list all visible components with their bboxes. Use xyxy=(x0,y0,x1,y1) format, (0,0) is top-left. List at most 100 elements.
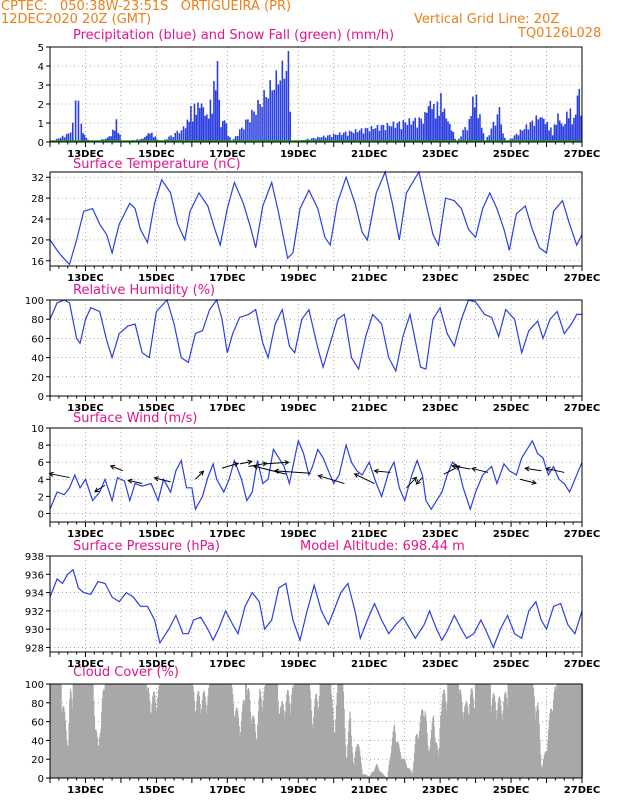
cloud-bar xyxy=(263,691,265,778)
precip-bar xyxy=(69,132,72,142)
cloud-bar xyxy=(431,722,433,778)
precip-bar xyxy=(200,103,203,142)
cloud-bar xyxy=(77,684,79,778)
cloud-bar xyxy=(314,698,316,778)
cloud-bar xyxy=(489,684,491,778)
cloud-bar xyxy=(209,684,211,778)
cloud-bar xyxy=(97,745,99,778)
precip-bar xyxy=(464,127,466,142)
wind-arrow-head xyxy=(455,465,461,471)
precip-bar xyxy=(466,130,469,142)
cloud-bar xyxy=(436,745,438,778)
precip-bar xyxy=(356,132,359,142)
cloud-bar xyxy=(189,684,191,778)
cloud-bar xyxy=(96,737,98,778)
cloud-bar xyxy=(470,689,472,778)
precip-bar xyxy=(424,112,426,142)
cloud-bar xyxy=(141,684,143,778)
precip-bar xyxy=(418,117,421,142)
cloud-bar xyxy=(563,684,565,778)
cloud-bar xyxy=(152,691,154,778)
cloud-bar xyxy=(538,709,540,778)
cloud-bar xyxy=(187,684,189,778)
precip-bar xyxy=(450,130,453,142)
cloud-bar xyxy=(276,684,278,778)
cloud-bar xyxy=(338,684,340,778)
cloud-ytick-label: 60 xyxy=(31,718,44,729)
precip-bar xyxy=(152,137,155,142)
cloud-bar xyxy=(384,776,386,778)
precip-bar xyxy=(447,121,449,142)
cloud-bar xyxy=(364,774,367,778)
cloud-bar xyxy=(365,774,367,778)
cloud-bar xyxy=(572,684,574,778)
precip-bar xyxy=(234,136,237,142)
cloud-bar xyxy=(351,746,353,778)
precip-bar xyxy=(422,123,424,142)
cloud-bar xyxy=(200,713,202,778)
cloud-bar xyxy=(442,689,445,778)
precip-bar xyxy=(271,90,274,142)
precip-bar xyxy=(85,137,88,142)
cloud-bar xyxy=(159,684,162,778)
cloud-bar xyxy=(125,684,128,778)
temp-xtick-label: 21DEC xyxy=(351,273,387,284)
cloud-bar xyxy=(457,684,459,778)
wind-xtick-label: 13DEC xyxy=(67,529,103,540)
cloud-bar xyxy=(355,747,357,778)
cloud-bar xyxy=(67,745,69,778)
cloud-bar xyxy=(123,684,125,778)
cloud-bar xyxy=(129,684,131,778)
cloud-bar xyxy=(378,769,380,778)
cloud-bar xyxy=(507,684,509,778)
cloud-bar xyxy=(329,684,331,778)
cloud-bar xyxy=(421,708,423,778)
precip-bar xyxy=(408,118,411,142)
wind-xtick-label: 23DEC xyxy=(422,529,458,540)
cloud-bar xyxy=(518,684,520,778)
cloud-bar xyxy=(225,684,227,778)
precip-bar xyxy=(420,118,423,142)
cloud-bar xyxy=(452,684,454,778)
cloud-bar xyxy=(316,700,318,778)
wind-arrow xyxy=(406,477,417,489)
cloud-bar xyxy=(140,684,142,778)
wind-ytick-label: 2 xyxy=(38,492,44,503)
cloud-bar xyxy=(428,750,430,778)
cloud-bar xyxy=(104,684,106,778)
temp-title: Surface Temperature (nC) xyxy=(73,157,241,172)
cloud-bar xyxy=(348,719,350,778)
cloud-bar xyxy=(379,771,381,778)
wind-arrow xyxy=(546,467,565,473)
cloud-bar xyxy=(419,722,421,778)
pressure-series-line xyxy=(49,568,583,649)
cloud-bar xyxy=(377,767,379,778)
precip-bar xyxy=(63,137,66,142)
precip-bar xyxy=(223,120,226,142)
precip-bar xyxy=(525,124,528,142)
cloud-bar xyxy=(153,691,155,778)
cloud-bar xyxy=(513,684,516,778)
cloud-bar xyxy=(284,711,286,778)
cloud-bar xyxy=(84,684,86,778)
precip-bar xyxy=(340,135,343,142)
cloud-bar xyxy=(219,684,221,778)
precip-bar xyxy=(546,121,549,142)
cloud-bar xyxy=(580,684,582,778)
precip-bar xyxy=(402,120,405,142)
cloud-bar xyxy=(438,756,440,778)
cloud-bar xyxy=(422,710,424,778)
humidity-xtick-label: 21DEC xyxy=(351,403,387,414)
cloud-bar xyxy=(62,707,64,778)
cloud-bar xyxy=(400,755,402,778)
precip-bar xyxy=(332,133,335,142)
cloud-bar xyxy=(279,708,281,778)
humidity-xtick-label: 15DEC xyxy=(138,403,174,414)
cloud-bar xyxy=(223,684,225,778)
precip-xtick-label: 25DEC xyxy=(493,149,529,160)
wind-arrow-head xyxy=(451,463,457,470)
cloud-bar xyxy=(55,684,57,778)
wind-arrow xyxy=(274,470,311,474)
cloud-bar xyxy=(282,704,284,778)
cloud-bar xyxy=(476,684,478,778)
